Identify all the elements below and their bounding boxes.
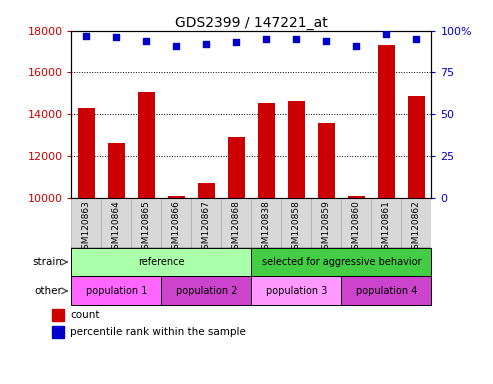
Bar	[341, 198, 371, 248]
Bar	[71, 248, 251, 276]
Text: population 3: population 3	[266, 286, 327, 296]
Point	[233, 39, 241, 45]
Bar	[191, 198, 221, 248]
Text: strain: strain	[33, 257, 63, 267]
Text: population 2: population 2	[176, 286, 237, 296]
Point	[112, 34, 120, 40]
Text: GSM120838: GSM120838	[262, 200, 271, 255]
Text: other: other	[35, 286, 63, 296]
Bar	[371, 198, 401, 248]
Bar	[378, 45, 394, 198]
Text: GSM120858: GSM120858	[292, 200, 301, 255]
Text: GSM120860: GSM120860	[352, 200, 361, 255]
Bar	[198, 183, 214, 198]
Bar	[78, 108, 95, 198]
Text: GSM120862: GSM120862	[412, 200, 421, 255]
Text: percentile rank within the sample: percentile rank within the sample	[70, 327, 246, 337]
Bar	[161, 276, 251, 305]
Bar	[71, 276, 161, 305]
Point	[322, 38, 330, 44]
Bar	[258, 103, 275, 198]
Bar	[401, 198, 431, 248]
Text: GSM120866: GSM120866	[172, 200, 181, 255]
Text: GSM120867: GSM120867	[202, 200, 211, 255]
Bar	[221, 198, 251, 248]
Text: selected for aggressive behavior: selected for aggressive behavior	[262, 257, 421, 267]
Text: population 4: population 4	[356, 286, 417, 296]
Bar	[138, 92, 155, 198]
Point	[292, 36, 300, 42]
Point	[173, 43, 180, 49]
Text: GSM120865: GSM120865	[142, 200, 151, 255]
Title: GDS2399 / 147221_at: GDS2399 / 147221_at	[175, 16, 328, 30]
Text: GSM120863: GSM120863	[82, 200, 91, 255]
Bar	[102, 198, 132, 248]
Bar	[52, 326, 64, 338]
Bar	[282, 198, 312, 248]
Bar	[318, 122, 335, 198]
Point	[203, 41, 211, 47]
Bar	[341, 276, 431, 305]
Point	[262, 36, 270, 42]
Point	[383, 31, 390, 37]
Bar	[251, 248, 431, 276]
Bar	[408, 96, 424, 198]
Bar	[348, 196, 365, 198]
Bar	[52, 309, 64, 321]
Text: reference: reference	[138, 257, 185, 267]
Bar	[312, 198, 341, 248]
Text: GSM120859: GSM120859	[322, 200, 331, 255]
Text: count: count	[70, 310, 100, 320]
Point	[82, 33, 90, 39]
Text: GSM120868: GSM120868	[232, 200, 241, 255]
Bar	[108, 144, 125, 198]
Bar	[168, 196, 185, 198]
Point	[352, 43, 360, 49]
Text: GSM120864: GSM120864	[112, 200, 121, 255]
Bar	[71, 198, 102, 248]
Text: GSM120861: GSM120861	[382, 200, 391, 255]
Bar	[288, 101, 305, 198]
Bar	[251, 198, 282, 248]
Bar	[251, 276, 341, 305]
Bar	[228, 137, 245, 198]
Bar	[161, 198, 191, 248]
Bar	[132, 198, 162, 248]
Point	[413, 36, 421, 42]
Text: population 1: population 1	[86, 286, 147, 296]
Point	[142, 38, 150, 44]
